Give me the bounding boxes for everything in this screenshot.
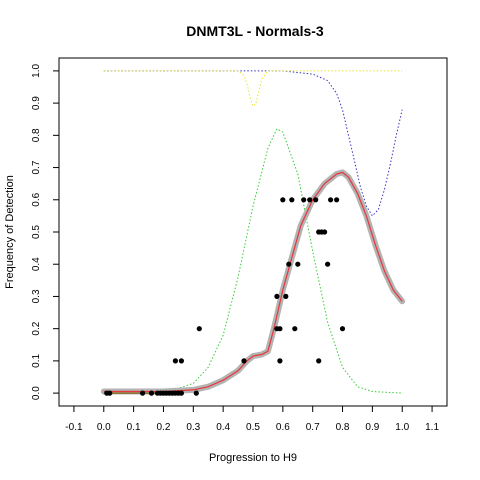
data-point [313,197,319,203]
y-axis: 0.0 0.1 0.2 0.3 0.4 0.5 0.6 0.7 0.8 0.9 1.0 [31,64,59,400]
data-point [301,197,307,203]
data-point [140,390,146,396]
x-tick-label: 1.0 [395,422,409,433]
data-point [107,390,113,396]
y-axis-label: Frequency of Detection [4,175,16,289]
x-tick-label: 0.1 [127,422,141,433]
data-point [277,358,283,364]
series-layer [100,70,406,396]
data-point [334,197,340,203]
smooth-band [100,169,406,395]
data-point [292,326,298,332]
y-tick-label: 0.2 [31,321,42,335]
data-point [339,326,346,332]
x-tick-label: 1.1 [425,422,439,433]
data-point [283,293,289,299]
data-point [286,261,292,267]
green-density-curve [103,128,403,394]
data-point [193,390,199,396]
y-tick-label: 0.4 [31,257,42,271]
x-tick-label: 0.9 [365,422,379,433]
x-tick-label: 0.3 [186,422,200,433]
y-tick-label: 0.1 [31,354,42,368]
y-tick-label: 0.6 [31,192,42,206]
data-point [196,326,202,332]
y-tick-label: 0.5 [31,225,42,239]
x-tick-label: 0.2 [157,422,171,433]
x-tick-label: 0.4 [216,422,230,433]
y-tick-label: 0.0 [31,386,42,400]
data-point [322,229,328,235]
x-tick-label: 0.8 [336,422,350,433]
y-tick-label: 0.3 [31,289,42,303]
data-point [295,261,301,267]
y-tick-label: 1.0 [31,64,42,78]
data-point [280,197,286,203]
data-point [325,261,331,267]
data-point [307,197,313,203]
chart-title: DNMT3L - Normals-3 [186,23,324,39]
x-tick-label: 0.6 [276,422,290,433]
y-tick-label: 0.8 [31,128,42,142]
data-point [178,358,184,364]
data-point [172,358,178,364]
blue-curve [103,70,403,217]
x-tick-label: 0.7 [306,422,320,433]
data-point [148,390,155,396]
data-point [241,358,247,364]
x-axis: -0.1 0.0 0.1 0.2 0.3 0.4 0.5 0.6 0.7 0.8 0.9 1.0 1.1 [65,406,439,433]
data-point [289,197,295,203]
fit-line [103,171,403,393]
data-point [274,293,280,299]
x-tick-label: 0.5 [246,422,260,433]
data-point [178,390,184,396]
x-tick-label: -0.1 [65,422,83,433]
y-tick-label: 0.7 [31,160,42,174]
x-tick-label: 0.0 [97,422,111,433]
x-axis-label: Progression to H9 [209,452,297,464]
data-point [328,197,334,203]
data-point [316,358,322,364]
y-tick-label: 0.9 [31,96,42,110]
data-point [277,326,283,332]
yellow-curve [103,70,403,108]
